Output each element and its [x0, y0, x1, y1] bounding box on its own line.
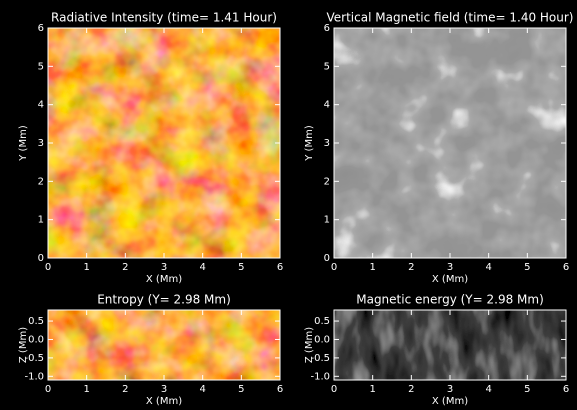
x-axis-label: X (Mm)	[432, 274, 468, 285]
y-tick-label: 6	[324, 23, 330, 34]
y-axis-label: Y (Mm)	[18, 125, 29, 162]
y-tick-label: 0.5	[314, 316, 330, 327]
x-tick-label: 2	[408, 262, 414, 273]
x-tick-label: 3	[447, 262, 453, 273]
x-tick-label: 5	[238, 384, 244, 395]
x-tick-label: 6	[277, 384, 283, 395]
y-tick-label: 0.5	[28, 316, 44, 327]
panel-title: Magnetic energy (Y= 2.98 Mm)	[356, 293, 544, 307]
x-tick-label: 1	[83, 262, 89, 273]
panel-title: Vertical Magnetic field (time= 1.40 Hour…	[327, 11, 574, 25]
x-tick-label: 6	[563, 262, 569, 273]
x-tick-label: 2	[122, 384, 128, 395]
x-tick-label: 1	[369, 384, 375, 395]
x-tick-label: 1	[83, 384, 89, 395]
y-tick-label: 3	[324, 138, 330, 149]
y-tick-label: -0.5	[310, 353, 330, 364]
x-tick-label: 0	[45, 262, 51, 273]
y-tick-label: 0.0	[28, 334, 44, 345]
x-tick-label: 0	[45, 384, 51, 395]
panel-title: Entropy (Y= 2.98 Mm)	[97, 293, 231, 307]
y-tick-label: 0	[324, 253, 330, 264]
y-tick-label: 1	[38, 215, 44, 226]
x-tick-label: 6	[563, 384, 569, 395]
y-tick-label: 3	[38, 138, 44, 149]
y-tick-label: -1.0	[310, 371, 330, 382]
image-field	[334, 310, 566, 380]
y-tick-label: 0.0	[314, 334, 330, 345]
x-axis-label: X (Mm)	[432, 396, 468, 407]
x-axis-label: X (Mm)	[146, 396, 182, 407]
x-tick-label: 4	[485, 384, 491, 395]
x-tick-label: 2	[122, 262, 128, 273]
y-tick-label: -0.5	[24, 353, 44, 364]
y-tick-label: 5	[324, 61, 330, 72]
x-tick-label: 5	[524, 262, 530, 273]
image-field	[334, 28, 566, 258]
x-tick-label: 0	[331, 384, 337, 395]
x-tick-label: 1	[369, 262, 375, 273]
y-tick-label: 5	[38, 61, 44, 72]
x-tick-label: 0	[331, 262, 337, 273]
x-tick-label: 6	[277, 262, 283, 273]
y-tick-label: 0	[38, 253, 44, 264]
x-tick-label: 3	[447, 384, 453, 395]
x-tick-label: 4	[199, 262, 205, 273]
x-tick-label: 2	[408, 384, 414, 395]
x-tick-label: 3	[161, 262, 167, 273]
image-field	[48, 310, 280, 380]
y-tick-label: 1	[324, 215, 330, 226]
y-axis-label: Y (Mm)	[304, 125, 315, 162]
y-tick-label: -1.0	[24, 371, 44, 382]
x-tick-label: 5	[238, 262, 244, 273]
y-tick-label: 4	[38, 100, 44, 111]
x-tick-label: 5	[524, 384, 530, 395]
y-tick-label: 2	[324, 176, 330, 187]
y-tick-label: 4	[324, 100, 330, 111]
x-tick-label: 3	[161, 384, 167, 395]
panel-title: Radiative Intensity (time= 1.41 Hour)	[51, 11, 277, 25]
x-axis-label: X (Mm)	[146, 274, 182, 285]
x-tick-label: 4	[199, 384, 205, 395]
x-tick-label: 4	[485, 262, 491, 273]
image-field	[48, 28, 280, 258]
y-tick-label: 6	[38, 23, 44, 34]
figure: Radiative Intensity (time= 1.41 Hour) X (…	[0, 0, 577, 410]
y-tick-label: 2	[38, 176, 44, 187]
